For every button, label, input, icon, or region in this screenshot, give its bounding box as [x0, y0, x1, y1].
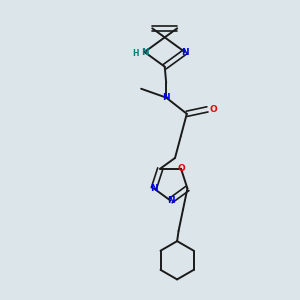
Text: O: O	[177, 164, 185, 173]
Text: N: N	[167, 196, 174, 205]
Text: H: H	[132, 49, 138, 58]
Text: N: N	[150, 184, 158, 193]
Text: N: N	[162, 93, 170, 102]
Text: O: O	[209, 105, 217, 114]
Text: N: N	[181, 47, 189, 56]
Text: N: N	[141, 47, 148, 56]
